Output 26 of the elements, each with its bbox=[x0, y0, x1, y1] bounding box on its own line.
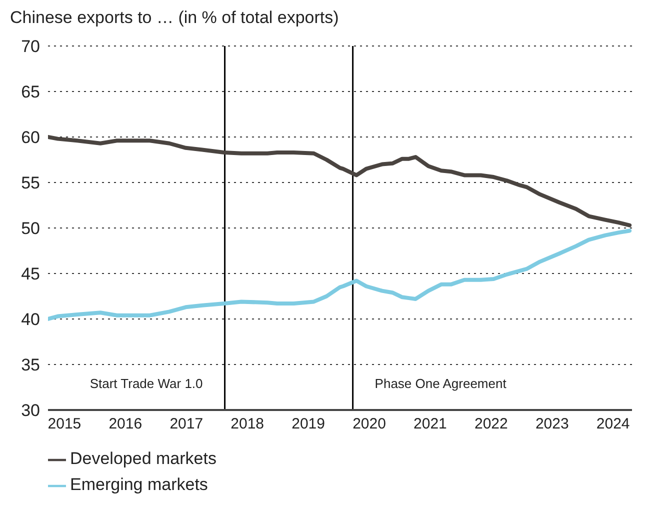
x-tick-label: 2022 bbox=[474, 416, 508, 433]
x-tick-label: 2019 bbox=[292, 416, 325, 433]
y-tick-label: 70 bbox=[21, 37, 40, 56]
y-tick-label: 45 bbox=[21, 264, 40, 284]
ref-line-label: Start Trade War 1.0 bbox=[90, 376, 203, 391]
x-tick-label: 2017 bbox=[170, 416, 204, 433]
x-tick-label: 2023 bbox=[535, 416, 569, 433]
y-tick-label: 55 bbox=[21, 174, 40, 193]
x-tick-label: 2020 bbox=[352, 416, 386, 433]
legend-label: Developed markets bbox=[70, 449, 216, 468]
y-tick-label: 40 bbox=[21, 310, 40, 330]
y-tick-label: 60 bbox=[21, 128, 40, 148]
chart-title: Chinese exports to … (in % of total exports) bbox=[10, 8, 340, 28]
legend-label: Emerging markets bbox=[70, 475, 208, 494]
line-series bbox=[48, 135, 632, 228]
x-tick-label: 2015 bbox=[48, 416, 82, 433]
y-tick-label: 30 bbox=[21, 401, 40, 420]
line-series bbox=[48, 228, 632, 321]
y-tick-label: 65 bbox=[21, 82, 40, 102]
y-tick-label: 35 bbox=[21, 356, 40, 375]
x-tick-label: 2021 bbox=[414, 416, 447, 433]
ref-line-label: Phase One Agreement bbox=[374, 376, 507, 391]
x-tick-label: 2016 bbox=[108, 416, 142, 433]
x-tick-label: 2018 bbox=[230, 416, 264, 433]
y-tick-label: 50 bbox=[21, 219, 40, 238]
x-tick-label: 2024 bbox=[596, 416, 630, 433]
